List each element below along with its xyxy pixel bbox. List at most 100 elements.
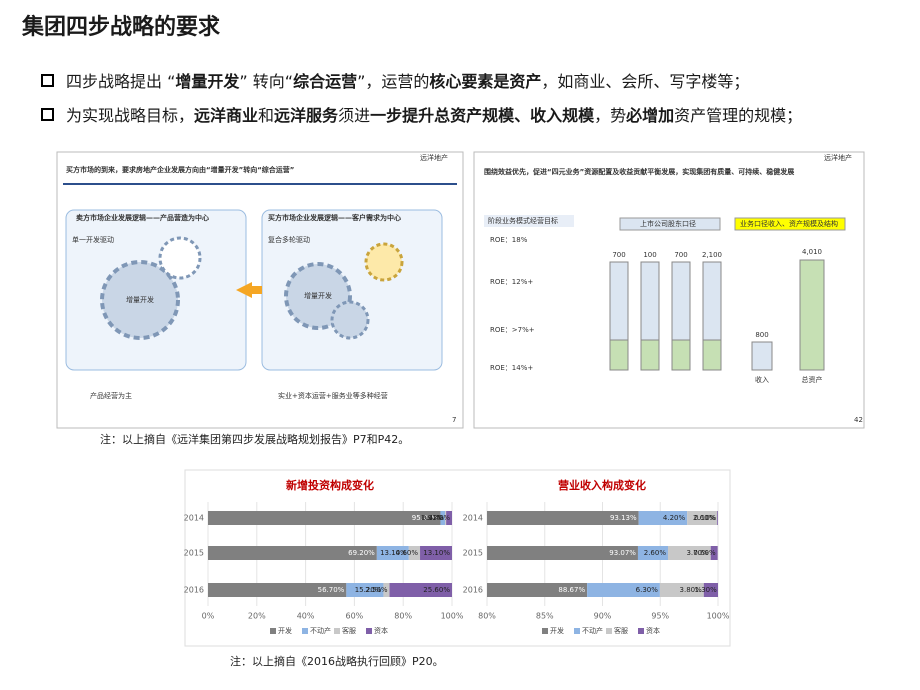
x-tick-label: 80% bbox=[478, 612, 496, 621]
logo: 远洋地产 bbox=[824, 153, 852, 162]
label-box bbox=[734, 217, 846, 231]
x-tick-label: 90% bbox=[594, 612, 612, 621]
bar-segment bbox=[383, 583, 390, 597]
value-label: 0.42% bbox=[422, 514, 445, 522]
value-label: 3.70% bbox=[686, 549, 709, 557]
bar-segment bbox=[376, 546, 409, 560]
x-tick-label: 20% bbox=[248, 612, 266, 621]
label: 上市公司股东口径 bbox=[640, 219, 696, 228]
page-number: 7 bbox=[452, 416, 456, 424]
bar-segment bbox=[638, 511, 688, 525]
slide-title: 集团四步战略的要求 bbox=[21, 14, 220, 40]
value-label: 2.60% bbox=[693, 514, 716, 522]
bar-segment bbox=[445, 511, 447, 525]
legend-swatch bbox=[334, 628, 340, 634]
value-label: 1.91% bbox=[421, 514, 444, 522]
legend-label: 资本 bbox=[646, 626, 660, 635]
x-label: 总资产 bbox=[802, 375, 823, 384]
deco-bar bbox=[751, 341, 773, 371]
panel-frame bbox=[473, 151, 865, 429]
legend-swatch bbox=[574, 628, 580, 634]
bar-segment bbox=[703, 583, 718, 597]
value-label: 93.13% bbox=[610, 514, 637, 522]
deco-bar bbox=[609, 339, 629, 371]
bar-segment bbox=[659, 583, 704, 597]
bar-segment bbox=[208, 511, 441, 525]
bar-segment bbox=[687, 511, 718, 525]
bullet-segment: ，势 bbox=[594, 106, 626, 125]
bullet-segment: 远洋商业 bbox=[194, 106, 258, 125]
bullet-segment: 必增加 bbox=[625, 106, 674, 125]
legend-label: 开发 bbox=[550, 626, 564, 635]
panel-foot: 产品经营为主 bbox=[90, 391, 132, 400]
panel-foot: 实业+资本运营+服务业等多种经营 bbox=[278, 391, 388, 400]
value-label: 2.40% bbox=[428, 514, 451, 522]
bar-segment bbox=[389, 583, 452, 597]
gear bbox=[364, 242, 404, 282]
x-tick-label: 100% bbox=[441, 612, 464, 621]
deco-bar bbox=[640, 339, 660, 371]
top-label: 4,010 bbox=[802, 248, 822, 256]
top-label: 700 bbox=[674, 251, 687, 259]
gear bbox=[100, 260, 180, 340]
bar-segment bbox=[446, 511, 452, 525]
bar-segment bbox=[587, 583, 660, 597]
y-tick-label: 2014 bbox=[184, 514, 204, 523]
label-box bbox=[484, 215, 574, 227]
bullet-segment: 和 bbox=[258, 106, 274, 125]
value-label: 13.10% bbox=[380, 549, 407, 557]
bar-segment bbox=[208, 546, 377, 560]
bullet-segment: 须进 bbox=[338, 106, 370, 125]
value-label: 6.30% bbox=[636, 586, 659, 594]
chart-title: 新增投资构成变化 bbox=[286, 478, 374, 492]
legend-swatch bbox=[302, 628, 308, 634]
x-tick-label: 40% bbox=[297, 612, 315, 621]
bullet-segment: ，如商业、会所、写字楼等； bbox=[541, 72, 749, 91]
x-tick-label: 85% bbox=[536, 612, 554, 621]
bullet-segment: ” 转向“ bbox=[239, 72, 293, 91]
bullet-segment: 四步战略提出 “ bbox=[66, 72, 175, 91]
page-number: 42 bbox=[854, 416, 863, 424]
value-label: 2.60% bbox=[644, 549, 667, 557]
bar-segment bbox=[710, 546, 718, 560]
legend-swatch bbox=[366, 628, 372, 634]
left-panel: 买方市场的到来，要求房地产企业发展方向由“增量开发”转向“综合运营” 远洋地产 … bbox=[56, 151, 464, 429]
label-box bbox=[619, 217, 721, 231]
top-label: 100 bbox=[643, 251, 656, 259]
y-tick-label: 2016 bbox=[184, 586, 204, 595]
value-label: 69.20% bbox=[348, 549, 375, 557]
value-label: 93.07% bbox=[609, 549, 636, 557]
note: 注：以上摘自《2016战略执行回顾》P20。 bbox=[230, 654, 444, 668]
y-tick-label: 2016 bbox=[463, 586, 483, 595]
x-tick-label: 0% bbox=[202, 612, 215, 621]
bar-segment bbox=[717, 511, 718, 525]
y-tick-label: 2015 bbox=[184, 549, 204, 558]
deco-bar bbox=[702, 339, 722, 371]
bar-segment bbox=[667, 546, 711, 560]
legend-swatch bbox=[638, 628, 644, 634]
value-label: 25.60% bbox=[423, 586, 450, 594]
label: 阶段业务模式经营目标 bbox=[488, 216, 558, 225]
bar-segment bbox=[487, 546, 638, 560]
chart-title: 营业收入构成变化 bbox=[558, 478, 646, 492]
top-label: 2,100 bbox=[702, 251, 722, 259]
legend-label: 不动产 bbox=[582, 626, 603, 635]
roe: ROE：12%+ bbox=[490, 278, 533, 286]
bar-segment bbox=[487, 511, 639, 525]
legend-label: 开发 bbox=[278, 626, 292, 635]
bullet-segment: 远洋服务 bbox=[274, 106, 339, 125]
bullet-segment: ”，运营的 bbox=[357, 72, 429, 91]
bar-segment bbox=[637, 546, 668, 560]
legend-swatch bbox=[270, 628, 276, 634]
arrow bbox=[236, 282, 262, 298]
value-label: 2.50% bbox=[365, 586, 388, 594]
value-label: 95.27% bbox=[412, 514, 439, 522]
deco-bar bbox=[799, 259, 825, 371]
x-tick-label: 100% bbox=[707, 612, 730, 621]
legend-swatch bbox=[542, 628, 548, 634]
value-label: 56.70% bbox=[318, 586, 345, 594]
x-tick-label: 95% bbox=[651, 612, 669, 621]
roe: ROE：18% bbox=[490, 236, 528, 244]
legend-label: 客服 bbox=[342, 626, 356, 635]
legend-swatch bbox=[606, 628, 612, 634]
